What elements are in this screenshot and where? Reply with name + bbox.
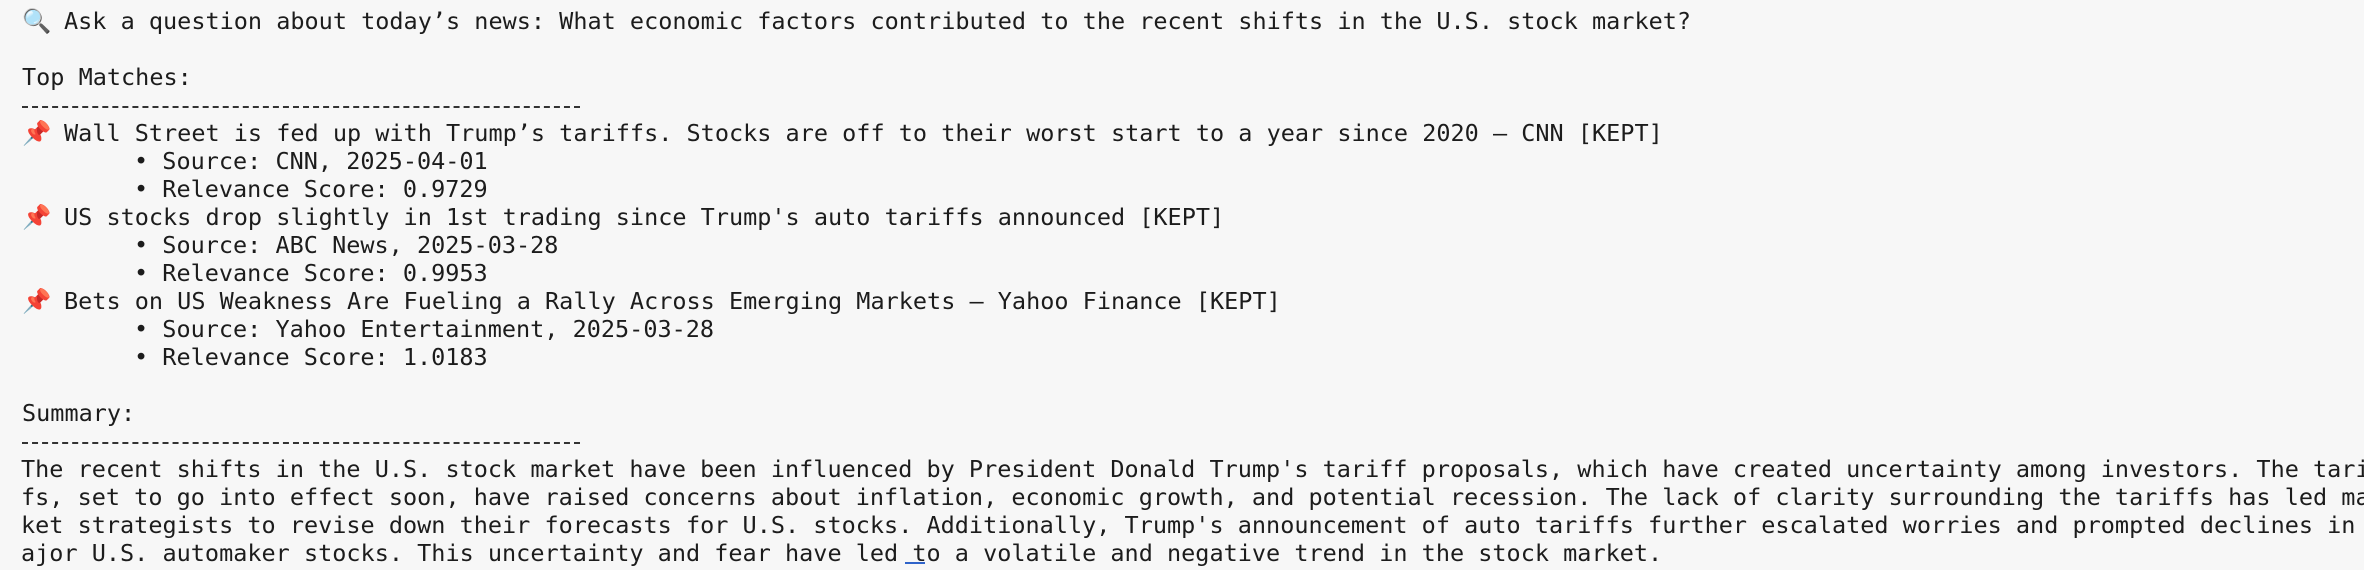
terminal-output: 🔍 Ask a question about today’s news: What…	[21, 7, 2364, 567]
match-item-score: • Relevance Score: 0.9729	[134, 175, 488, 203]
question-line: 🔍 Ask a question about today’s news: What…	[22, 7, 2364, 35]
match-item-title: 📌 Wall Street is fed up with Trump’s tari…	[22, 119, 1663, 147]
match-item-source: • Source: CNN, 2025-04-01	[134, 147, 488, 175]
pushpin-icon: 📌	[22, 287, 52, 315]
text-cursor	[905, 562, 925, 564]
summary-line: ket strategists to revise down their for…	[21, 511, 2364, 539]
summary-heading: Summary:	[22, 399, 136, 427]
top-matches-separator	[22, 91, 2364, 119]
question-text: Ask a question about today’s news: What …	[64, 7, 1692, 35]
pushpin-icon: 📌	[22, 119, 52, 147]
match-item-title: 📌 Bets on US Weakness Are Fueling a Rally…	[22, 287, 1281, 315]
pushpin-icon: 📌	[22, 203, 52, 231]
summary-separator	[22, 427, 2364, 455]
blank-line	[22, 371, 2364, 399]
match-item-title: 📌 US stocks drop slightly in 1st trading …	[22, 203, 1225, 231]
top-matches-heading: Top Matches:	[22, 63, 192, 91]
match-item-source: • Source: Yahoo Entertainment, 2025-03-2…	[134, 315, 715, 343]
magnifier-icon: 🔍	[22, 7, 52, 35]
match-item-source: • Source: ABC News, 2025-03-28	[134, 231, 559, 259]
match-item-score: • Relevance Score: 0.9953	[134, 259, 488, 287]
summary-line: The recent shifts in the U.S. stock mark…	[21, 455, 2364, 483]
match-item-score: • Relevance Score: 1.0183	[134, 343, 488, 371]
summary-line: fs, set to go into effect soon, have rai…	[21, 483, 2364, 511]
blank-line	[22, 35, 2364, 63]
summary-line: ajor U.S. automaker stocks. This uncerta…	[21, 539, 1663, 567]
